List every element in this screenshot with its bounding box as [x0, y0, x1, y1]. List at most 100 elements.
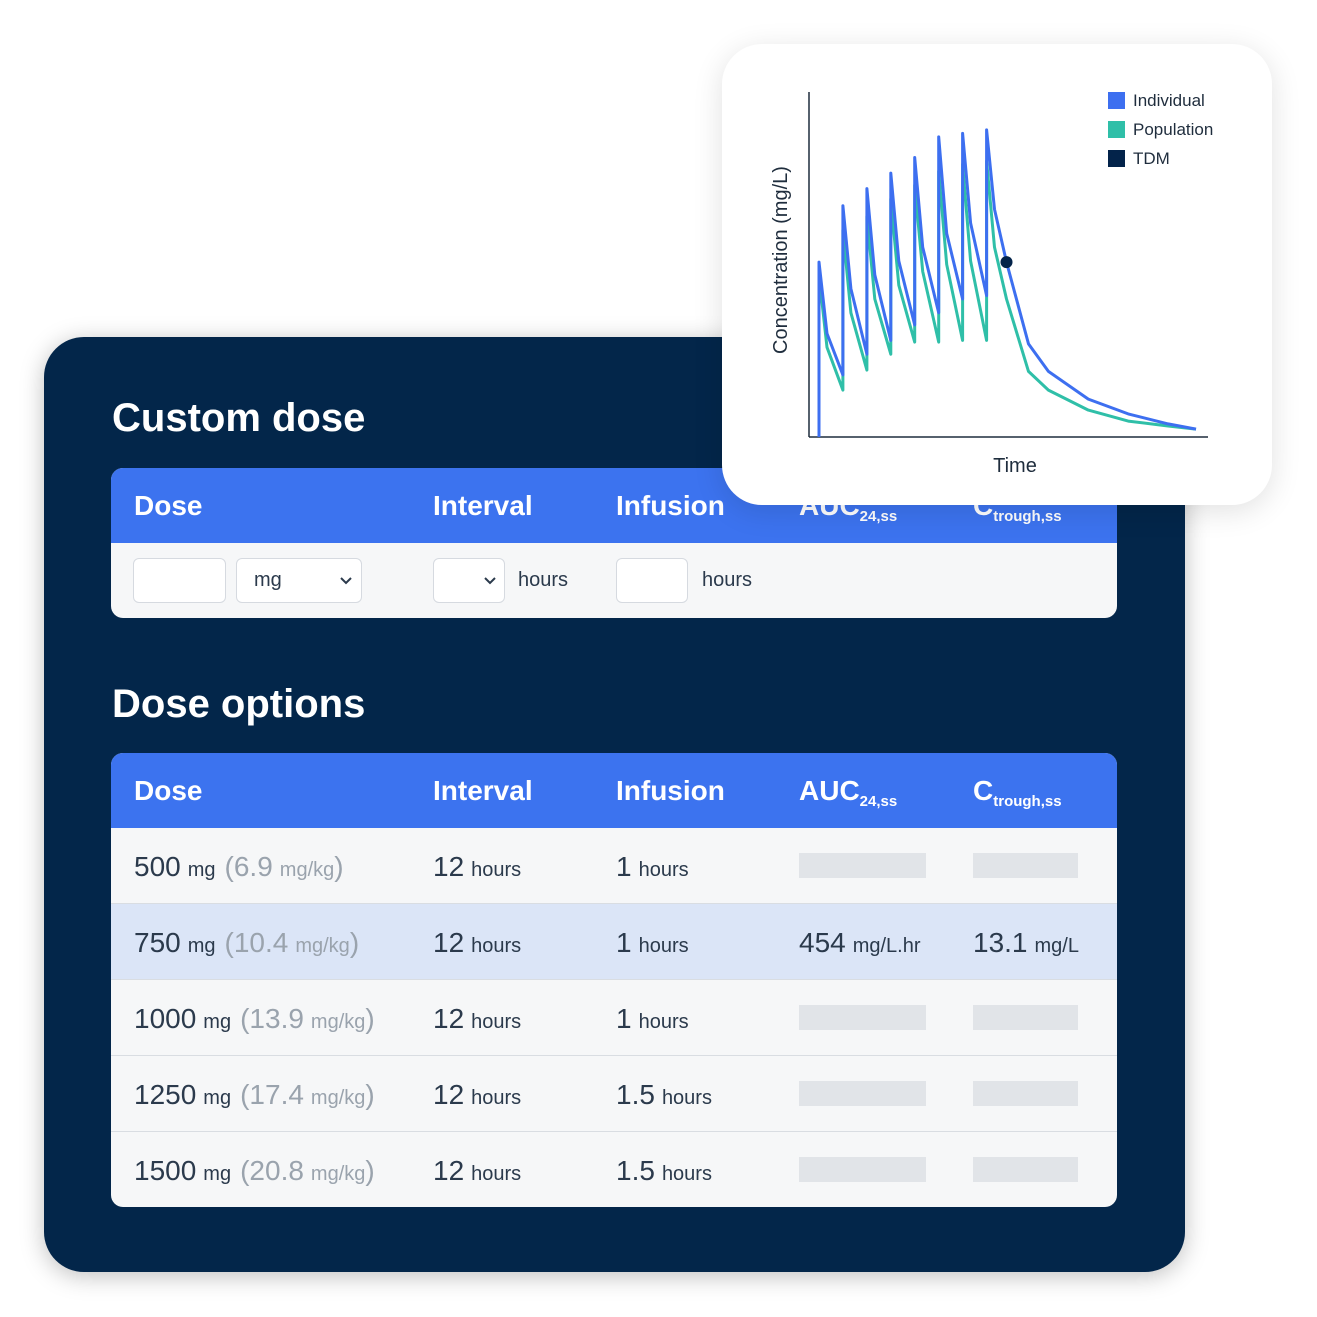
per-kg-close: )	[334, 851, 344, 882]
infusion-value: 1	[616, 927, 632, 958]
x-axis-label: Time	[993, 455, 1037, 477]
dose-unit: mg	[254, 569, 282, 591]
legend-swatch	[1108, 150, 1125, 167]
option-row[interactable]: 1250 mg (17.4 mg/kg) 12 hours 1.5 hours	[111, 1055, 1117, 1131]
dose-value: 500	[134, 851, 181, 882]
legend-swatch	[1108, 121, 1125, 138]
chart-card: Time Concentration (mg/L) Individual Popula…	[722, 44, 1272, 505]
y-axis-label: Concentration (mg/L)	[770, 166, 792, 354]
column-header-text: AUC	[799, 775, 860, 806]
table-header: Dose Interval Infusion AUC24,ss Ctrough,ss	[111, 468, 1117, 543]
infusion-cell: 1.5 hours	[616, 1056, 712, 1139]
interval-unit: hours	[471, 1163, 522, 1185]
column-header-text: Infusion	[616, 775, 725, 806]
per-kg-close: )	[365, 1079, 375, 1110]
column-header: AUC24,ss	[799, 753, 897, 839]
column-header: Interval	[433, 753, 533, 828]
option-row[interactable]: 750 mg (10.4 mg/kg) 12 hours 1 hours 454 mg/L.hr 1…	[111, 903, 1117, 979]
per-kg: (20.8 mg/kg)	[240, 1155, 375, 1186]
tdm-point	[1000, 256, 1013, 269]
dose-unit: mg	[187, 935, 216, 957]
dose-cell: 1250 mg (17.4 mg/kg)	[134, 1056, 375, 1139]
infusion-input[interactable]	[616, 558, 688, 603]
chevron-path	[340, 577, 352, 585]
option-row[interactable]: 1000 mg (13.9 mg/kg) 12 hours 1 hours	[111, 979, 1117, 1055]
per-kg: (10.4 mg/kg)	[225, 927, 360, 958]
per-kg: (6.9 mg/kg)	[225, 851, 344, 882]
interval-value: 12	[433, 927, 465, 958]
legend-label: TDM	[1133, 149, 1170, 168]
dose-cell: 500 mg (6.9 mg/kg)	[134, 828, 344, 911]
column-header: Infusion	[616, 468, 725, 543]
option-row[interactable]: 500 mg (6.9 mg/kg) 12 hours 1 hours	[111, 828, 1117, 903]
interval-value: 12	[433, 851, 465, 882]
dose-input[interactable]	[133, 558, 226, 603]
interval-cell: 12 hours	[433, 1056, 521, 1139]
chevron-path	[484, 577, 496, 585]
input-row: mg hours hours	[111, 543, 1117, 618]
auc-cell: 454 mg/L.hr	[799, 904, 921, 987]
per-kg-unit: mg/kg	[310, 1163, 366, 1185]
ctrough-placeholder	[973, 1005, 1078, 1030]
per-kg-value: 13.9	[249, 1003, 304, 1034]
per-kg-unit: mg/kg	[310, 1011, 366, 1033]
infusion-unit: hours	[638, 1011, 689, 1033]
ctrough-cell: 13.1 mg/L	[973, 904, 1079, 987]
infusion-value: 1.5	[616, 1155, 655, 1186]
column-header-subscript: 24,ss	[859, 793, 898, 810]
interval-cell: 12 hours	[433, 1132, 521, 1207]
legend-label: Individual	[1133, 91, 1205, 110]
auc-placeholder	[799, 1157, 926, 1182]
column-header-text: C	[973, 775, 994, 806]
per-kg-open: (	[224, 927, 234, 958]
interval-cell: 12 hours	[433, 904, 521, 987]
infusion-value: 1.5	[616, 1079, 655, 1110]
dose-cell: 1500 mg (20.8 mg/kg)	[134, 1132, 375, 1207]
dose-unit-select[interactable]: mg	[236, 558, 362, 603]
infusion-cell: 1 hours	[616, 904, 689, 987]
infusion-value: 1	[616, 1003, 632, 1034]
infusion-cell: 1.5 hours	[616, 1132, 712, 1207]
per-kg-open: (	[240, 1079, 250, 1110]
auc-placeholder	[799, 1081, 926, 1106]
per-kg-close: )	[365, 1155, 375, 1186]
infusion-unit: hours	[661, 1087, 712, 1109]
per-kg: (17.4 mg/kg)	[240, 1079, 375, 1110]
dose-value: 1250	[134, 1079, 197, 1110]
per-kg-unit: mg/kg	[310, 1087, 366, 1109]
dose-value: 750	[134, 927, 181, 958]
interval-unit: hours	[471, 1011, 522, 1033]
dose-unit: mg	[203, 1011, 232, 1033]
column-header: Interval	[433, 468, 533, 543]
interval-unit: hours	[471, 1087, 522, 1109]
section-title: Custom dose	[112, 396, 366, 440]
column-header-subscript: trough,ss	[993, 508, 1062, 525]
ctrough-value: 13.1	[973, 927, 1028, 958]
dose-cell: 1000 mg (13.9 mg/kg)	[134, 980, 375, 1063]
ctrough-placeholder	[973, 1157, 1078, 1182]
infusion-cell: 1 hours	[616, 828, 689, 911]
interval-value: 12	[433, 1079, 465, 1110]
option-row[interactable]: 1500 mg (20.8 mg/kg) 12 hours 1.5 hours	[111, 1131, 1117, 1207]
auc-placeholder	[799, 853, 926, 878]
column-header-text: Dose	[134, 775, 203, 806]
per-kg-value: 6.9	[233, 851, 273, 882]
interval-unit: hours	[471, 859, 522, 881]
chart: Time Concentration (mg/L) Individual Popula…	[770, 91, 1213, 477]
dose-cell: 750 mg (10.4 mg/kg)	[134, 904, 359, 987]
per-kg-unit: mg/kg	[295, 935, 350, 957]
per-kg-open: (	[224, 851, 234, 882]
section-title: Dose options	[112, 682, 366, 726]
per-kg-close: )	[349, 927, 360, 958]
interval-value: 12	[433, 1003, 465, 1034]
interval-unit: hours	[471, 935, 522, 957]
auc-unit: mg/L.hr	[852, 935, 921, 957]
ctrough-unit: mg/L	[1034, 935, 1079, 957]
interval-cell: 12 hours	[433, 828, 521, 911]
column-header-subscript: 24,ss	[859, 508, 898, 525]
interval-select[interactable]	[433, 558, 505, 603]
auc-placeholder	[799, 1005, 926, 1030]
column-header-text: Interval	[433, 775, 533, 806]
dose-unit: mg	[203, 1163, 232, 1185]
